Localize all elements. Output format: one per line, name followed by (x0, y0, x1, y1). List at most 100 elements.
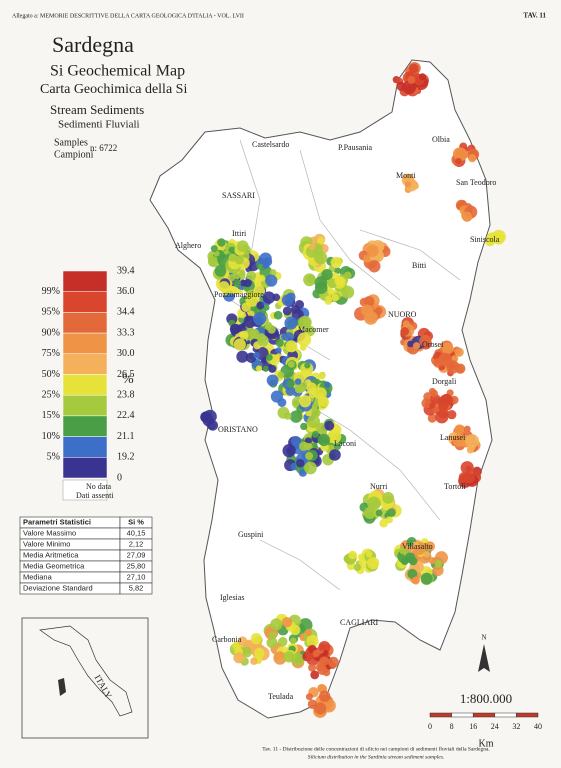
sample-area (348, 550, 357, 560)
place: Lanusei (440, 433, 466, 442)
scale-tick-label: 40 (534, 722, 542, 731)
sample-area (282, 444, 296, 458)
legend-value: 19.2 (117, 452, 135, 463)
no-data-it: Dati assenti (76, 491, 114, 500)
table-text: Si % (128, 517, 144, 526)
sample-area (314, 702, 327, 715)
place: CAGLIARI (340, 618, 379, 627)
place: Teulada (268, 692, 294, 701)
sample-area (268, 364, 277, 373)
sample-area (314, 251, 328, 265)
sample-area (463, 472, 476, 484)
samples-en: Samples (54, 137, 88, 148)
sample-area (291, 652, 304, 666)
sample-area (408, 63, 419, 74)
samples-it: Campioni (54, 149, 94, 160)
sample-area (365, 550, 373, 558)
sample-area (418, 73, 426, 81)
sample-area (319, 656, 329, 666)
place: Tortolì (444, 482, 466, 491)
sample-area (446, 360, 460, 374)
legend-value: 0 (117, 472, 122, 483)
sample-area (217, 238, 226, 247)
sample-area (273, 310, 283, 320)
sample-area (327, 656, 339, 668)
sample-area (285, 386, 296, 396)
sample-area (363, 506, 377, 520)
sample-area (430, 389, 438, 397)
legend-swatch (62, 457, 108, 479)
sample-area (243, 279, 252, 288)
table-cell (119, 582, 153, 595)
legend-percentile: 99% (42, 286, 60, 297)
sample-area (256, 301, 265, 310)
place: Iglesias (220, 593, 244, 602)
sample-area (312, 649, 320, 658)
sample-area (200, 411, 213, 423)
sample-area (289, 410, 303, 423)
sample-area (407, 75, 416, 84)
sample-area (435, 410, 449, 424)
sample-area (334, 443, 341, 451)
sample-area (427, 413, 437, 423)
sample-area (466, 446, 475, 454)
sample-area (330, 256, 342, 269)
legend-swatch (62, 415, 108, 437)
sample-area (461, 211, 473, 222)
sample-area (308, 663, 317, 672)
sample-area (307, 699, 318, 709)
sample-area (306, 382, 317, 393)
sample-area (429, 402, 436, 409)
sample-area (424, 541, 435, 552)
sample-area (258, 274, 266, 282)
legend-swatch (62, 374, 108, 396)
legend-value: 39.4 (117, 265, 135, 276)
header-left: Allegato a: MEMORIE DESCRITTIVE DELLA CA… (12, 13, 244, 19)
scale-segment (472, 712, 496, 718)
samples-count: n: 6722 (90, 143, 117, 153)
sample-area (329, 449, 341, 461)
sample-area (298, 618, 313, 633)
place: Monti (396, 171, 416, 180)
sample-area (284, 412, 292, 420)
scale-tick-label: 0 (428, 722, 432, 731)
sample-area (241, 646, 253, 658)
sample-area (307, 415, 321, 429)
sample-area (269, 269, 277, 276)
sample-area (318, 372, 326, 380)
scale-segment (451, 712, 474, 718)
title-region: Sardegna (52, 32, 134, 57)
north-label: N (481, 634, 486, 642)
north-arrow (478, 644, 490, 672)
stats-table: Parametri Statistici Si % Valore Massimo 40… (19, 516, 153, 595)
sample-area (385, 516, 393, 524)
scale-tick-label: 24 (491, 722, 499, 731)
scale-ratio: 1:800.000 (460, 691, 512, 706)
sample-area (423, 551, 431, 558)
sample-area (327, 288, 335, 296)
sample-area (229, 323, 241, 335)
sample-area (311, 430, 319, 438)
sample-area (282, 306, 292, 316)
caption-en: Silicium distribution in the Sardinia st… (308, 754, 444, 760)
sample-area (259, 252, 272, 265)
legend-swatch (62, 312, 108, 334)
sample-area (387, 508, 396, 517)
place: SASSARI (222, 191, 255, 200)
sample-area (266, 354, 273, 361)
sample-area (257, 335, 269, 347)
sample-area (411, 576, 420, 585)
place: Alghero (175, 241, 201, 250)
sample-area (250, 657, 258, 665)
sample-area (419, 334, 432, 347)
sample-area (285, 340, 298, 353)
sample-area (400, 327, 409, 336)
sample-area (343, 271, 352, 280)
legend-value: 30.0 (117, 348, 135, 359)
sample-area (396, 81, 406, 91)
sample-area (441, 342, 454, 355)
place: Siniscola (470, 235, 500, 244)
sample-area (206, 420, 216, 430)
place: Villasalto (402, 542, 433, 551)
sample-area (297, 332, 312, 347)
